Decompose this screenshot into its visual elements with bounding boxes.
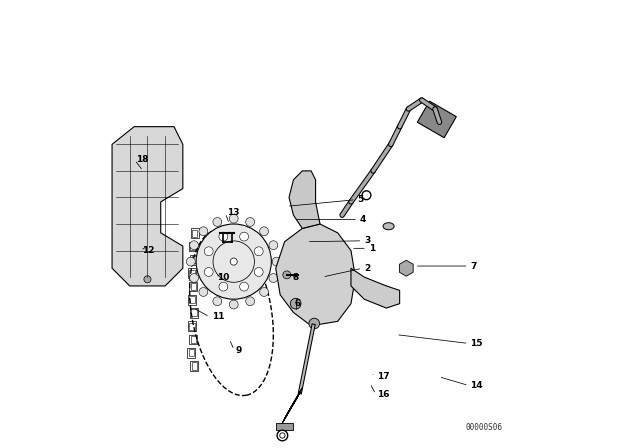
Polygon shape — [112, 127, 183, 286]
Circle shape — [199, 227, 208, 236]
Circle shape — [291, 298, 301, 309]
Circle shape — [254, 267, 263, 276]
Polygon shape — [399, 260, 413, 276]
Bar — [190, 243, 196, 250]
Circle shape — [204, 247, 213, 256]
Text: 1: 1 — [369, 244, 375, 253]
Bar — [190, 361, 198, 371]
Text: 11: 11 — [212, 312, 224, 321]
Text: 16: 16 — [378, 390, 390, 399]
Text: 2: 2 — [364, 264, 371, 273]
Circle shape — [246, 297, 255, 306]
Bar — [188, 268, 196, 278]
Ellipse shape — [383, 223, 394, 230]
Text: 17: 17 — [376, 372, 389, 381]
Bar — [417, 101, 456, 138]
Text: 4: 4 — [360, 215, 366, 224]
Circle shape — [186, 257, 195, 266]
Bar — [192, 362, 197, 370]
Circle shape — [219, 232, 228, 241]
Circle shape — [204, 267, 213, 276]
Text: 7: 7 — [470, 262, 477, 271]
Text: 6: 6 — [295, 299, 301, 308]
Circle shape — [239, 282, 248, 291]
Text: 9: 9 — [236, 345, 243, 355]
Circle shape — [269, 274, 278, 282]
Bar — [192, 256, 197, 263]
Circle shape — [213, 218, 221, 226]
Circle shape — [260, 288, 269, 297]
Circle shape — [196, 224, 271, 299]
Circle shape — [144, 276, 151, 283]
Bar — [189, 296, 195, 303]
Circle shape — [189, 241, 198, 250]
Circle shape — [260, 227, 269, 236]
Polygon shape — [351, 268, 399, 308]
Bar — [189, 281, 198, 291]
Circle shape — [239, 232, 248, 241]
Bar — [190, 255, 198, 265]
Text: 5: 5 — [358, 195, 364, 204]
Bar — [189, 323, 195, 330]
Text: 14: 14 — [470, 381, 483, 390]
Text: 18: 18 — [136, 155, 149, 164]
Text: 13: 13 — [227, 208, 239, 217]
Circle shape — [199, 288, 208, 297]
Circle shape — [229, 300, 238, 309]
Bar — [188, 295, 196, 305]
Circle shape — [272, 257, 281, 266]
Text: 00000S06: 00000S06 — [465, 423, 502, 432]
Circle shape — [230, 258, 237, 265]
Text: 8: 8 — [292, 273, 299, 283]
Polygon shape — [289, 171, 320, 228]
Bar — [189, 335, 198, 345]
Bar — [191, 310, 196, 316]
Bar — [190, 308, 198, 318]
Bar — [189, 270, 195, 277]
Bar — [189, 349, 194, 356]
Circle shape — [229, 214, 238, 223]
Circle shape — [189, 274, 198, 282]
Text: 15: 15 — [470, 339, 483, 348]
Bar — [191, 283, 196, 290]
Bar — [188, 348, 195, 358]
Circle shape — [283, 271, 291, 279]
Text: 12: 12 — [142, 246, 155, 255]
Polygon shape — [276, 224, 355, 326]
Text: 3: 3 — [364, 236, 371, 246]
Circle shape — [269, 241, 278, 250]
Circle shape — [254, 247, 263, 256]
Text: 10: 10 — [218, 272, 230, 282]
Circle shape — [213, 297, 221, 306]
Circle shape — [309, 318, 319, 329]
Bar — [192, 230, 198, 237]
Circle shape — [219, 282, 228, 291]
Bar — [189, 242, 197, 251]
Bar — [188, 321, 196, 331]
Bar — [191, 228, 199, 238]
Bar — [191, 336, 196, 343]
Circle shape — [246, 218, 255, 226]
Bar — [276, 423, 294, 430]
